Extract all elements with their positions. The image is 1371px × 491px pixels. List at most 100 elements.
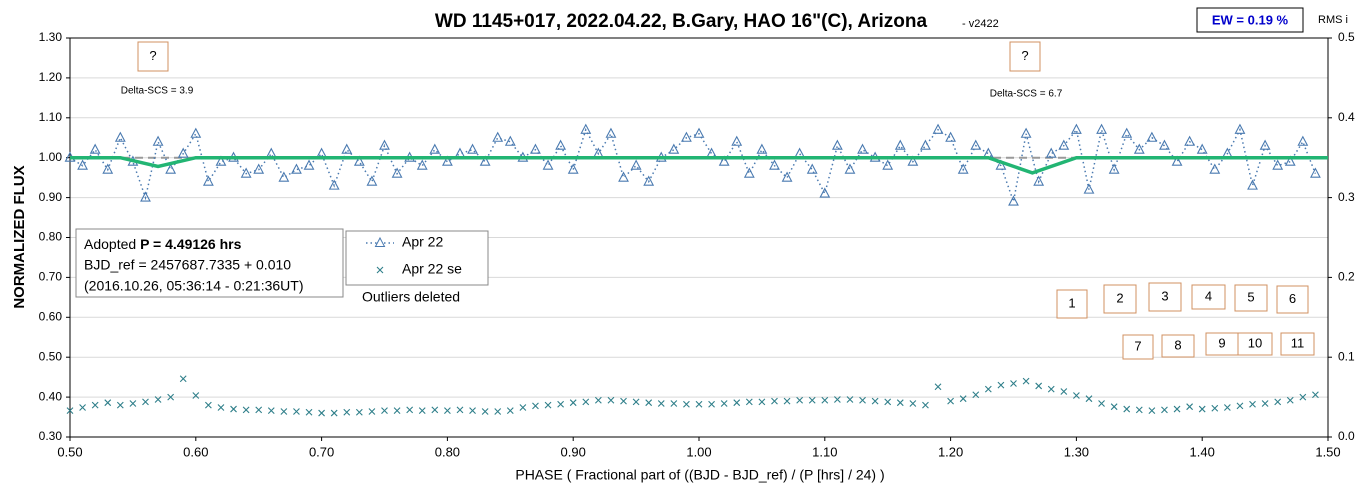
x-marker [632, 398, 640, 406]
ew-label: EW = 0.19 % [1212, 12, 1289, 27]
triangle-marker [265, 147, 277, 158]
triangle-marker [215, 155, 227, 166]
triangle-marker [1108, 163, 1120, 174]
x-marker [947, 397, 954, 405]
x-marker [783, 397, 791, 405]
x-marker [984, 385, 992, 393]
triangle-marker [1008, 195, 1019, 206]
x-marker [1110, 403, 1118, 411]
triangle-marker [769, 159, 780, 170]
x-marker [1148, 407, 1156, 415]
version-label: - v2422 [962, 18, 999, 30]
annotation-label: ? [149, 48, 156, 63]
annotation-label: 1 [1068, 295, 1075, 310]
x-marker [1173, 405, 1181, 413]
x-tick-label: 1.20 [938, 444, 963, 459]
x-marker [393, 407, 401, 415]
triangle-marker [1184, 135, 1196, 146]
triangle-marker [152, 135, 164, 146]
triangle-marker [844, 163, 856, 174]
x-marker [959, 395, 967, 403]
annotation-box [1191, 284, 1226, 310]
x-marker [896, 399, 904, 407]
triangle-marker [492, 131, 504, 142]
x-marker [607, 396, 615, 404]
annotation-box [1103, 284, 1137, 314]
triangle-marker [693, 127, 705, 138]
x-marker [179, 375, 187, 383]
annotation-label: ? [1021, 48, 1028, 63]
triangle-marker [202, 175, 214, 186]
x-marker [456, 406, 464, 414]
annotation-label: 3 [1161, 288, 1168, 303]
x-marker [217, 404, 225, 411]
y2-axis-label: RMS i [1318, 14, 1348, 26]
x-marker [922, 401, 929, 409]
triangle-marker [718, 155, 730, 166]
annotation-box [137, 41, 169, 72]
annotation-label: 5 [1247, 289, 1254, 304]
triangle-marker [567, 163, 579, 174]
x-marker [116, 401, 124, 409]
x-marker [846, 396, 854, 403]
info-line: Adopted P = 4.49126 hrs [84, 236, 242, 252]
x-marker [695, 400, 703, 408]
x-marker [431, 406, 439, 414]
triangle-marker [278, 171, 290, 182]
triangle-marker [328, 179, 340, 190]
y-tick-label: 0.80 [39, 230, 63, 244]
triangle-marker [894, 139, 906, 150]
triangle-marker [794, 147, 806, 158]
x-marker [683, 400, 690, 408]
triangle-marker [165, 163, 177, 174]
triangle-marker [643, 175, 655, 186]
x-marker [469, 407, 476, 415]
triangle-marker [731, 135, 743, 146]
triangle-marker [806, 163, 818, 174]
triangle-marker [1121, 127, 1133, 138]
note-label: Outliers deleted [362, 289, 460, 305]
triangle-marker [530, 143, 541, 154]
triangle-marker [580, 123, 592, 134]
y-axis-label: NORMALIZED FLUX [11, 165, 28, 308]
triangle-marker [1070, 123, 1082, 134]
triangle-marker [945, 131, 957, 142]
triangle-marker [467, 143, 478, 154]
x-marker [494, 408, 502, 415]
triangle-marker [1033, 175, 1045, 186]
triangle-marker [1247, 179, 1258, 190]
triangle-marker [756, 143, 768, 154]
triangle-marker [857, 143, 868, 154]
x-marker [808, 396, 816, 404]
x-marker [1186, 403, 1194, 411]
x-marker [418, 407, 426, 415]
x-axis-label: PHASE ( Fractional part of ((BJD - BJD_r… [515, 467, 884, 483]
triangle-marker [140, 191, 151, 202]
x-marker [519, 404, 527, 411]
annotation-box [1280, 332, 1315, 356]
x-marker [1161, 406, 1168, 414]
x-tick-label: 0.60 [183, 444, 208, 459]
triangle-marker [177, 147, 189, 158]
triangle-marker [1209, 163, 1221, 174]
triangle-marker [102, 163, 114, 174]
triangle-marker [190, 127, 202, 138]
triangle-marker [291, 163, 302, 174]
y-tick-label: 1.10 [39, 110, 63, 124]
x-tick-label: 1.00 [686, 444, 711, 459]
legend-box [345, 230, 489, 286]
triangle-marker [995, 159, 1007, 170]
ew-box [1196, 7, 1304, 33]
period-text: P = 4.49126 hrs [140, 236, 242, 252]
triangle-marker [1259, 139, 1271, 150]
x-marker [1299, 393, 1307, 401]
x-tick-label: 1.50 [1315, 444, 1340, 459]
annotation-label: 8 [1174, 337, 1181, 352]
x-marker [859, 396, 866, 404]
triangle-marker [781, 171, 793, 182]
x-marker [66, 407, 74, 415]
x-tick-label: 1.10 [812, 444, 837, 459]
triangle-marker [479, 155, 491, 166]
x-marker [192, 392, 200, 399]
